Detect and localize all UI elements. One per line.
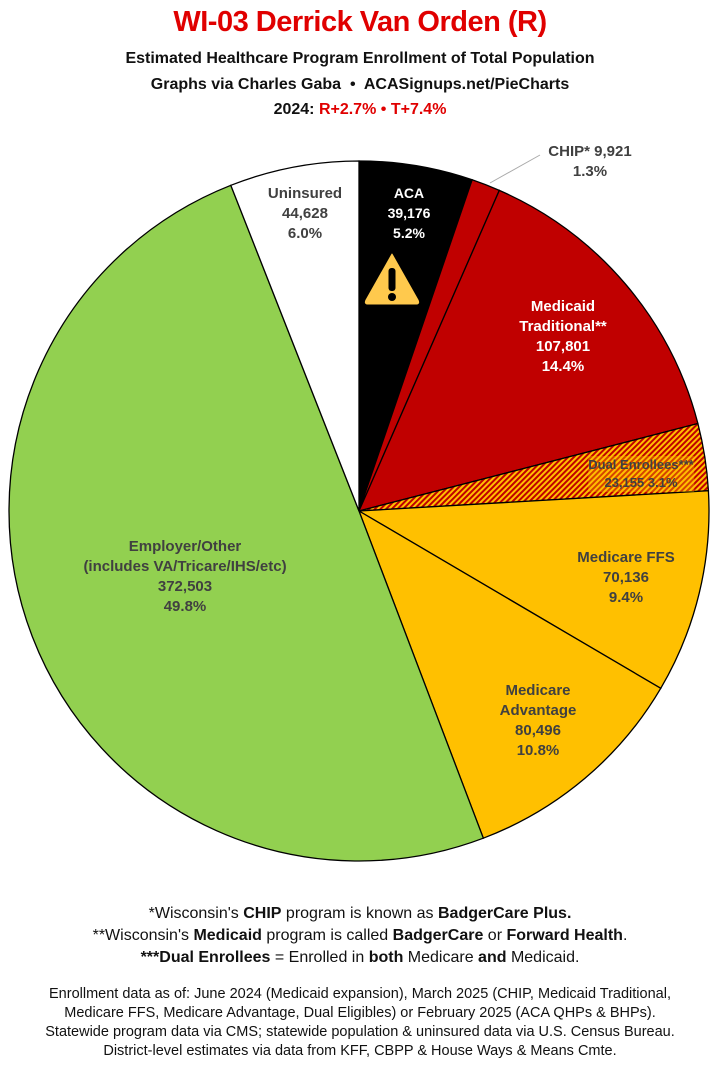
chart-title: WI-03 Derrick Van Orden (R) [173,6,547,38]
credit-url: ACASignups.net/PieCharts [363,76,570,93]
label-aca: ACA 39,176 5.2% [387,185,431,241]
label-employer-other: Employer/Other (includes VA/Tricare/IHS/e… [83,538,287,615]
chip-leader-line [489,154,541,184]
year-label: 2024: [273,101,315,118]
sources: Enrollment data as of: June 2024 (Medica… [45,986,675,1059]
label-medicare-ffs: Medicare FFS 70,136 9.4% [577,549,675,606]
label-chip: CHIP* 9,921 1.3% [548,143,632,180]
label-medicaid-traditional: Medicaid Traditional** 107,801 14.4% [519,298,607,375]
margin-line: 2024: R+2.7% • T+7.4% [0,101,720,119]
credit-author: Graphs via Charles Gaba [150,76,342,93]
footnote-medicaid: **Wisconsin's Medicaid program is called… [92,927,628,944]
pie-slice-employer-other [8,184,485,862]
bullet: • [349,76,356,93]
credit-line: Graphs via Charles Gaba • ACASignups.net… [0,76,720,94]
label-dual-enrollees: Dual Enrollees*** 23,155 3.1% [588,456,694,492]
label-uninsured: Uninsured 44,628 6.0% [267,185,343,242]
chart-subtitle: Estimated Healthcare Program Enrollment … [125,50,595,67]
bullet: • [380,101,387,118]
warning-icon [364,253,420,305]
r-margin: R+2.7% [318,101,377,118]
pie-slice-medicaid-traditional [357,189,699,512]
footnote-chip: *Wisconsin's CHIP program is known as Ba… [148,905,572,922]
footnote-dual: ***Dual Enrollees = Enrolled in both Med… [140,949,580,966]
pie-slice-medicare-advantage [357,509,662,840]
pie-slice-medicare-ffs [356,490,710,690]
pie-slice-uninsured [229,160,360,512]
t-margin: T+7.4% [390,101,447,118]
label-medicare-advantage: Medicare Advantage 80,496 10.8% [499,682,577,759]
